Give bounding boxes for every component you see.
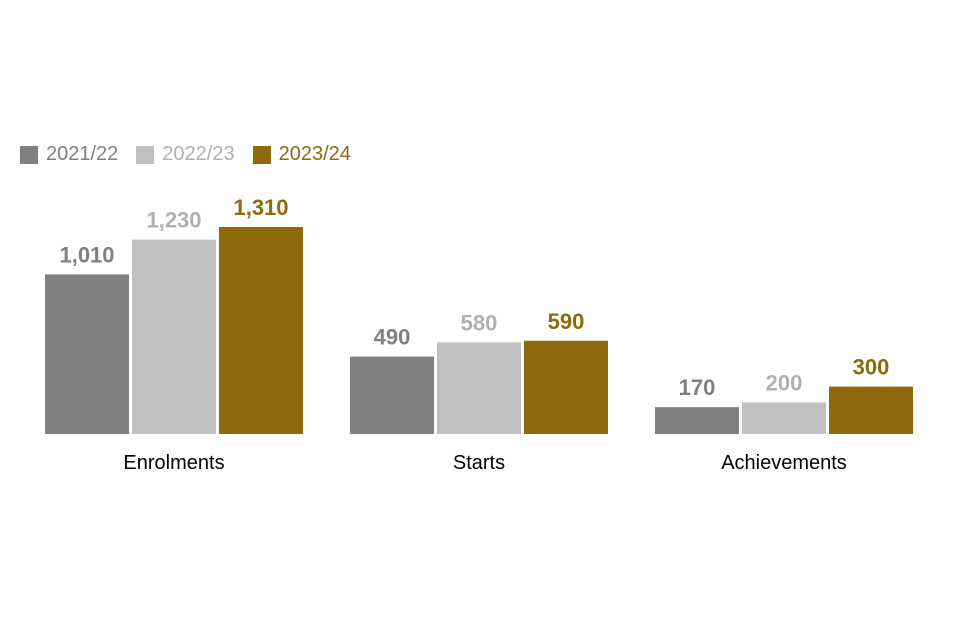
bar-achievements-2022-23 bbox=[742, 402, 826, 434]
legend-item-2021-22: 2021/22 bbox=[20, 143, 118, 166]
legend-item-2022-23: 2022/23 bbox=[136, 143, 235, 166]
category-label-enrolments: Enrolments bbox=[123, 452, 224, 474]
bar-enrolments-2022-23 bbox=[132, 239, 216, 434]
bar-starts-2022-23 bbox=[437, 342, 521, 434]
legend-label-2021-22: 2021/22 bbox=[46, 143, 119, 165]
legend-swatch-2022-23 bbox=[136, 145, 155, 164]
data-label-enrolments-2021-22: 1,010 bbox=[59, 242, 114, 267]
bar-achievements-2023-24 bbox=[829, 386, 913, 434]
bar-starts-2023-24 bbox=[524, 340, 608, 434]
bar-enrolments-2023-24 bbox=[219, 227, 303, 434]
data-label-enrolments-2022-23: 1,230 bbox=[146, 208, 201, 233]
legend-item-2023-24: 2023/24 bbox=[252, 143, 351, 166]
data-label-achievements-2022-23: 200 bbox=[766, 370, 803, 395]
bar-achievements-2021-22 bbox=[655, 407, 739, 434]
data-label-achievements-2023-24: 300 bbox=[853, 355, 890, 380]
legend-swatch-2023-24 bbox=[252, 145, 271, 164]
bar-starts-2021-22 bbox=[350, 356, 434, 434]
legend-label-2022-23: 2022/23 bbox=[162, 143, 235, 165]
legend-label-2023-24: 2023/24 bbox=[278, 143, 351, 165]
data-label-starts-2022-23: 580 bbox=[461, 310, 498, 335]
category-label-starts: Starts bbox=[453, 452, 505, 474]
data-label-enrolments-2023-24: 1,310 bbox=[233, 195, 288, 220]
bar-enrolments-2021-22 bbox=[45, 274, 129, 434]
data-label-starts-2023-24: 590 bbox=[548, 309, 585, 334]
category-label-achievements: Achievements bbox=[721, 452, 847, 474]
legend-swatch-2021-22 bbox=[20, 145, 38, 164]
data-label-achievements-2021-22: 170 bbox=[679, 375, 716, 400]
data-label-starts-2021-22: 490 bbox=[374, 325, 411, 350]
chart-legend: 2021/22 2022/23 2023/24 bbox=[20, 143, 351, 166]
